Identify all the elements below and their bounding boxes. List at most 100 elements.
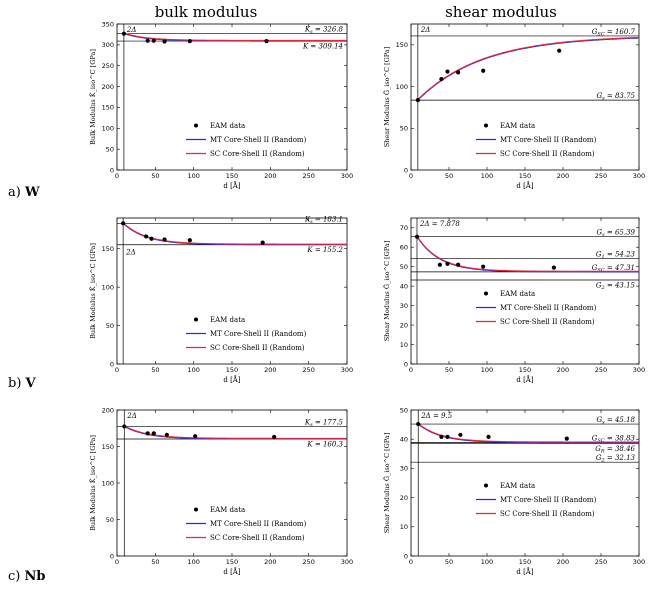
data-point-eam bbox=[414, 234, 420, 239]
x-tick-label: 250 bbox=[302, 558, 314, 566]
delta-label: 2Δ bbox=[126, 26, 137, 34]
y-tick-label: 50 bbox=[106, 322, 114, 330]
x-tick-label: 0 bbox=[409, 366, 413, 374]
y-tick-label: 70 bbox=[400, 224, 408, 232]
legend: EAM data MT Core-Shell II (Random) SC Core… bbox=[476, 290, 597, 326]
series-line-sc-core-shell bbox=[416, 235, 639, 272]
reference-line-label: GSC = 160.7 bbox=[592, 28, 636, 38]
y-axis-label: Shear Modulus Ḡ_iso^C [GPa] bbox=[382, 241, 391, 342]
x-tick-label: 250 bbox=[595, 366, 607, 374]
legend-entry-sc: SC Core-Shell II (Random) bbox=[500, 318, 595, 326]
series-line-mt-core-shell bbox=[124, 425, 347, 440]
y-tick-label: 50 bbox=[106, 145, 114, 153]
y-tick-label: 30 bbox=[400, 302, 408, 310]
data-point-eam bbox=[481, 264, 486, 269]
chart-panel-w-bulk: 0 50 100 150 200 250 300 0 50 100 150 200 250 300 350 d… bbox=[88, 20, 353, 190]
data-point-eam bbox=[164, 432, 169, 437]
y-tick-label: 200 bbox=[102, 406, 114, 414]
data-point-eam bbox=[437, 262, 442, 267]
x-tick-label: 50 bbox=[151, 172, 159, 180]
legend-marker-eam bbox=[484, 291, 488, 296]
x-tick-label: 200 bbox=[557, 366, 569, 374]
data-point-eam bbox=[151, 431, 156, 436]
x-tick-label: 0 bbox=[115, 172, 119, 180]
data-point-eam bbox=[416, 421, 421, 427]
y-axis-label: Bulk Modulus K̄_iso^C [GPa] bbox=[88, 435, 97, 531]
x-tick-label: 300 bbox=[341, 366, 353, 374]
x-tick-label: 150 bbox=[226, 558, 238, 566]
x-tick-label: 150 bbox=[519, 558, 531, 566]
x-tick-label: 250 bbox=[595, 172, 607, 180]
x-tick-label: 200 bbox=[557, 558, 569, 566]
x-tick-label: 250 bbox=[302, 172, 314, 180]
x-tick-label: 0 bbox=[115, 366, 119, 374]
legend: EAM data MT Core-Shell II (Random) SC Core… bbox=[186, 122, 307, 158]
x-tick-label: 100 bbox=[481, 172, 493, 180]
x-tick-label: 150 bbox=[226, 172, 238, 180]
x-axis-label: d [Å] bbox=[516, 567, 533, 576]
legend-entry-sc: SC Core-Shell II (Random) bbox=[500, 150, 595, 158]
svg-text:c) Nb: c) Nb bbox=[8, 569, 45, 584]
data-point-eam bbox=[481, 68, 486, 73]
x-tick-label: 300 bbox=[633, 366, 645, 374]
legend-marker-eam bbox=[194, 123, 198, 128]
y-tick-label: 30 bbox=[400, 465, 408, 473]
series-line-sc-core-shell bbox=[417, 36, 639, 100]
x-tick-label: 200 bbox=[264, 366, 276, 374]
data-point-eam bbox=[272, 434, 277, 440]
delta-label: 2Δ = 7.878 bbox=[419, 220, 460, 228]
y-tick-label: 0 bbox=[110, 166, 114, 174]
x-tick-label: 200 bbox=[264, 172, 276, 180]
chart-panel-nb-shear: 0 50 100 150 200 250 300 0 10 20 30 40 50 d [Å] Shear … bbox=[382, 406, 645, 576]
legend-entry-mt: MT Core-Shell II (Random) bbox=[210, 330, 307, 338]
x-tick-label: 100 bbox=[481, 558, 493, 566]
svg-text:b) V: b) V bbox=[8, 376, 37, 391]
reference-line-label: Ks = 326.8 bbox=[304, 26, 344, 35]
x-tick-label: 0 bbox=[409, 172, 413, 180]
reference-line-label: GSC = 47.31 bbox=[592, 264, 635, 274]
y-tick-label: 0 bbox=[404, 166, 408, 174]
delta-label: 2Δ bbox=[420, 26, 431, 34]
y-tick-label: 0 bbox=[110, 360, 114, 368]
svg-text:a) W: a) W bbox=[8, 185, 40, 200]
data-point-eam bbox=[162, 237, 167, 242]
y-tick-label: 40 bbox=[400, 282, 408, 290]
legend-entry-mt: MT Core-Shell II (Random) bbox=[210, 520, 307, 528]
x-tick-label: 50 bbox=[445, 558, 453, 566]
y-tick-label: 200 bbox=[102, 83, 114, 91]
legend-entry-sc: SC Core-Shell II (Random) bbox=[210, 150, 305, 158]
x-tick-label: 300 bbox=[341, 172, 353, 180]
x-axis-label: d [Å] bbox=[223, 181, 240, 190]
y-tick-label: 150 bbox=[102, 104, 114, 112]
y-tick-label: 0 bbox=[110, 552, 114, 560]
x-tick-label: 100 bbox=[481, 366, 493, 374]
y-tick-label: 150 bbox=[396, 41, 408, 49]
row-label-c: c) Nb bbox=[8, 569, 45, 584]
x-axis-label: d [Å] bbox=[516, 375, 533, 384]
x-tick-label: 300 bbox=[341, 558, 353, 566]
x-tick-label: 300 bbox=[633, 558, 645, 566]
y-tick-label: 60 bbox=[400, 244, 408, 252]
legend: EAM data MT Core-Shell II (Random) SC Core… bbox=[186, 506, 307, 542]
reference-line-label: Gs = 65.39 bbox=[596, 229, 635, 239]
data-point-eam bbox=[162, 39, 167, 44]
data-point-eam bbox=[456, 70, 461, 75]
data-point-eam bbox=[145, 38, 150, 43]
x-tick-label: 100 bbox=[187, 558, 199, 566]
x-tick-label: 50 bbox=[151, 558, 159, 566]
x-tick-label: 200 bbox=[557, 172, 569, 180]
y-axis-label: Bulk Modulus K̄_iso^C [GPa] bbox=[88, 243, 97, 339]
data-point-eam bbox=[187, 39, 192, 44]
y-tick-label: 50 bbox=[106, 516, 114, 524]
x-axis-label: d [Å] bbox=[223, 567, 240, 576]
data-point-eam bbox=[557, 48, 562, 53]
x-tick-label: 0 bbox=[115, 558, 119, 566]
series-line-mt-core-shell bbox=[123, 33, 347, 42]
reference-line-label: Gs = 45.18 bbox=[596, 416, 635, 426]
x-tick-label: 100 bbox=[187, 172, 199, 180]
data-point-eam bbox=[187, 238, 192, 243]
data-point-eam bbox=[151, 38, 156, 43]
